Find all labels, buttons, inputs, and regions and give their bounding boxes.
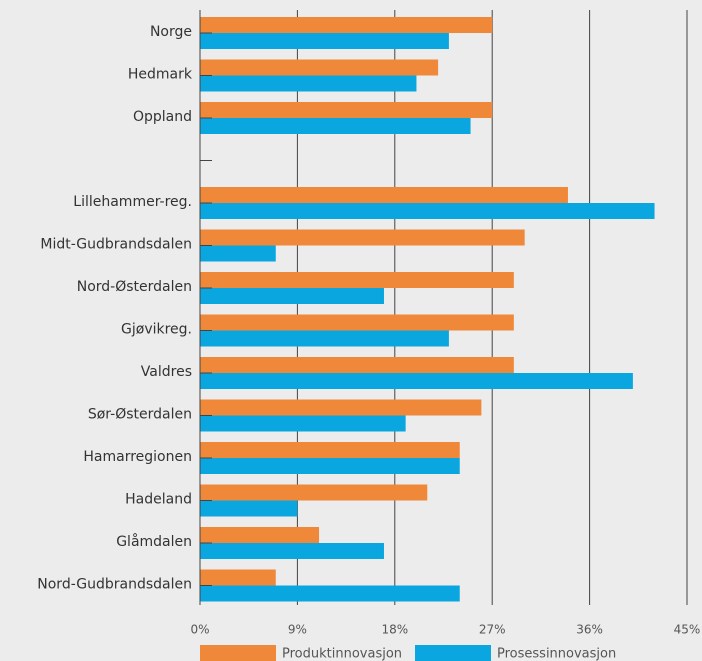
y-tick-label: Lillehammer-reg. [73, 194, 192, 210]
x-tick-label: 36% [576, 623, 603, 637]
legend-swatch [200, 645, 276, 661]
y-tick-label: Hamarregionen [83, 449, 192, 465]
y-tick-label: Nord-Østerdalen [77, 279, 192, 295]
y-tick-label: Oppland [133, 109, 192, 125]
y-tick-label: Valdres [141, 364, 192, 380]
bar [200, 229, 525, 246]
bar [200, 245, 276, 262]
bar [200, 458, 460, 474]
bar [200, 357, 514, 373]
bar [200, 415, 406, 432]
bar [200, 399, 482, 416]
bar [200, 585, 460, 602]
y-tick-label: Hedmark [128, 67, 193, 83]
x-tick-label: 27% [479, 623, 506, 637]
x-tick-label: 0% [190, 623, 209, 637]
bar [200, 527, 320, 543]
y-tick-label: Nord-Gudbrandsdalen [37, 577, 192, 593]
legend-swatch [415, 645, 491, 661]
bar [200, 500, 298, 517]
x-tick-label: 45% [674, 623, 701, 637]
bar [200, 75, 417, 92]
bar [200, 288, 384, 304]
bar [200, 373, 633, 389]
bar [200, 330, 449, 347]
bar [200, 17, 493, 33]
y-tick-label: Norge [150, 24, 192, 40]
x-tick-label: 9% [288, 623, 307, 637]
y-tick-label: Glåmdalen [116, 533, 192, 550]
bar [200, 33, 449, 49]
bar [200, 187, 568, 203]
legend-label: Prosessinnovasjon [497, 647, 616, 661]
bar [200, 442, 460, 458]
bar [200, 314, 514, 331]
bar [200, 102, 493, 118]
bar [200, 203, 655, 219]
bar [200, 272, 514, 288]
bar [200, 484, 428, 501]
y-tick-label: Gjøvikreg. [121, 322, 192, 338]
x-tick-label: 18% [381, 623, 408, 637]
y-tick-label: Hadeland [125, 492, 192, 508]
y-tick-label: Sør-Østerdalen [88, 407, 192, 423]
legend-label: Produktinnovasjon [282, 647, 402, 661]
bar [200, 569, 276, 586]
bar [200, 59, 439, 76]
bar [200, 118, 471, 134]
bar [200, 543, 384, 559]
y-tick-label: Midt-Gudbrandsdalen [40, 237, 192, 253]
